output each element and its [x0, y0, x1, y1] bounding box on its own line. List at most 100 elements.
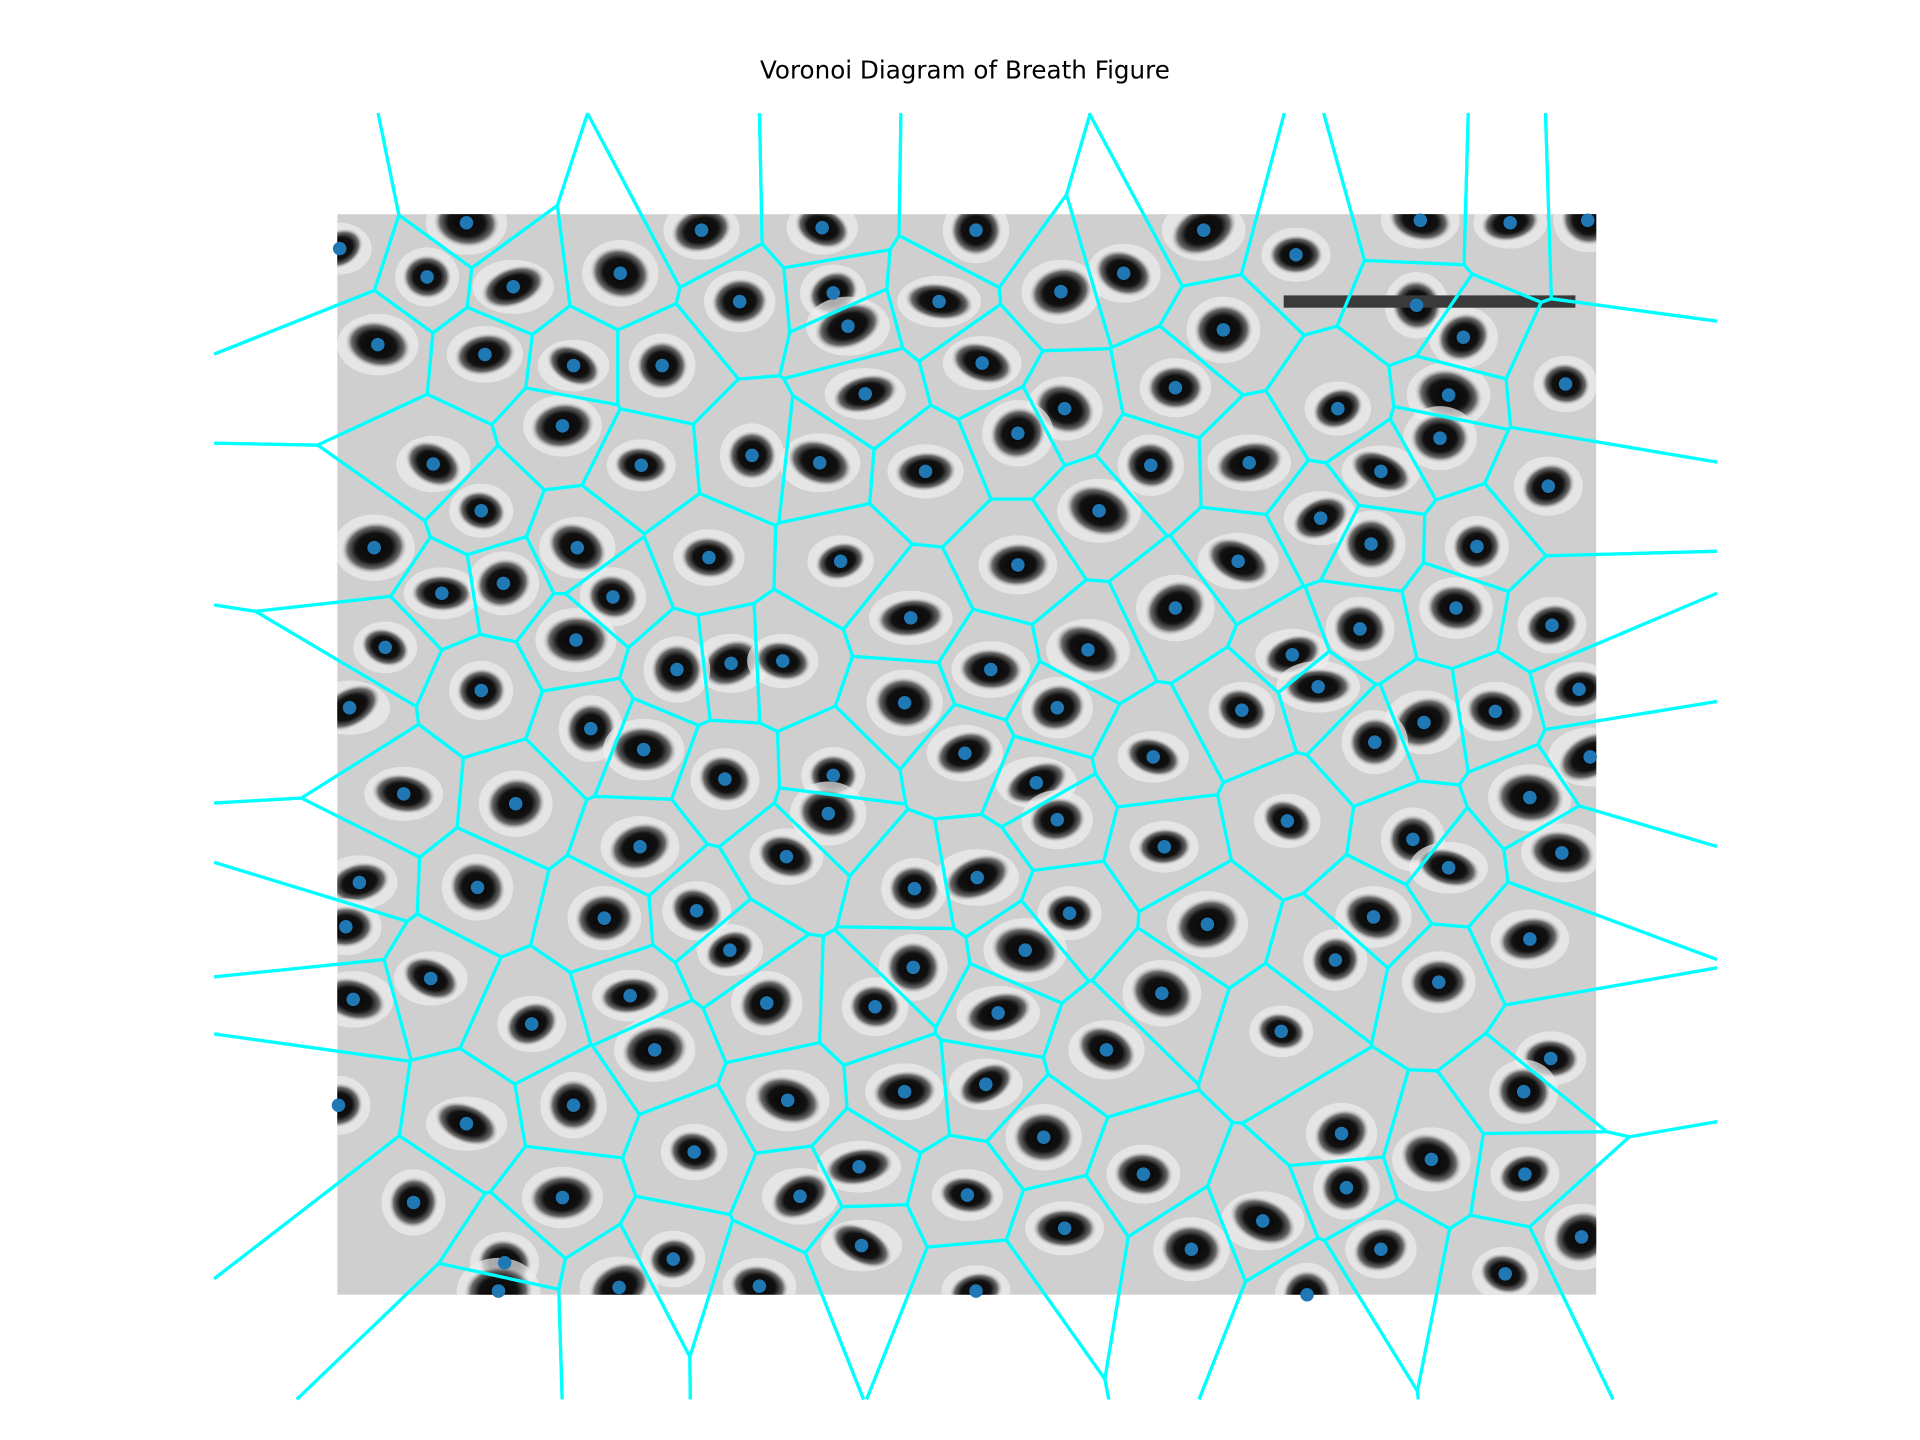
seed-point	[1334, 1126, 1349, 1141]
seed-point	[1331, 401, 1345, 416]
voronoi-cell	[833, 654, 957, 771]
seed-point	[1541, 479, 1556, 493]
seed-point	[497, 1256, 512, 1270]
seed-point	[1409, 298, 1424, 312]
seed-point	[1057, 1221, 1072, 1236]
voronoi-cell	[1090, 926, 1231, 1086]
voronoi-cell	[772, 502, 914, 631]
voronoi-cell	[524, 304, 620, 407]
seed-point	[346, 992, 360, 1007]
seed-point	[780, 1093, 795, 1108]
seed-point	[406, 1195, 421, 1210]
seed-point	[694, 223, 709, 237]
seed-point	[1029, 776, 1044, 790]
seed-point	[979, 1077, 993, 1092]
seed-point	[1144, 458, 1158, 472]
seed-point	[1062, 906, 1077, 920]
seed-point	[991, 1006, 1005, 1020]
voronoi-cell	[939, 1038, 1050, 1143]
seed-point	[723, 943, 737, 957]
seed-point	[752, 1279, 767, 1293]
seed-point	[1488, 704, 1503, 719]
seed-point	[958, 746, 972, 760]
seed-point	[1558, 377, 1573, 391]
voronoi-cell	[1345, 779, 1469, 887]
seed-point	[506, 280, 520, 294]
seed-point	[570, 540, 584, 555]
seed-point	[555, 419, 570, 433]
seed-point	[524, 1017, 539, 1031]
seed-point	[1368, 735, 1382, 749]
seed-point	[1274, 1024, 1288, 1039]
seed-point	[868, 1000, 882, 1014]
voronoi-cell	[1276, 649, 1377, 757]
seed-point	[1328, 953, 1343, 967]
seed-point	[687, 1145, 701, 1159]
voronoi-edges	[213, 112, 1718, 1401]
seed-point	[396, 787, 411, 801]
seed-point	[1545, 618, 1559, 632]
seed-point	[1364, 537, 1378, 551]
seed-point	[826, 768, 840, 783]
seed-point	[1523, 932, 1537, 946]
seed-point	[970, 870, 984, 885]
seed-point	[1353, 622, 1367, 636]
seed-point	[459, 216, 474, 230]
seed-point	[1099, 1043, 1114, 1057]
seed-point	[821, 806, 836, 821]
seed-point	[689, 904, 704, 918]
seed-point	[793, 1189, 807, 1204]
seed-point	[1413, 213, 1428, 228]
seed-point	[331, 1098, 346, 1112]
seed-point	[1050, 812, 1064, 827]
seed-point	[1580, 213, 1595, 228]
voronoi-cell	[979, 734, 1098, 829]
seed-point	[623, 988, 637, 1003]
seed-point	[424, 971, 438, 986]
seed-point	[1081, 643, 1095, 657]
seed-point	[1523, 790, 1537, 805]
seed-point	[655, 358, 669, 373]
seed-point	[1432, 975, 1446, 989]
seed-point	[776, 654, 790, 668]
seed-point	[420, 270, 434, 284]
seed-point	[969, 1284, 983, 1298]
seed-point	[969, 223, 983, 237]
seed-point	[1092, 504, 1106, 518]
voronoi-cell	[1421, 481, 1548, 594]
seed-point	[1374, 464, 1388, 479]
seed-point	[633, 840, 647, 854]
seed-point	[897, 1084, 912, 1099]
seed-point	[1555, 846, 1569, 860]
seed-point	[1168, 380, 1183, 395]
seed-point	[566, 358, 581, 373]
seed-point	[833, 554, 848, 568]
seed-point	[815, 220, 829, 235]
seed-point	[606, 590, 620, 604]
voronoi-cell	[1388, 404, 1511, 502]
seed-point	[1285, 648, 1300, 662]
seed-point	[1196, 223, 1211, 237]
seed-point	[613, 266, 628, 280]
seed-point	[342, 700, 357, 715]
voronoi-cell	[1102, 793, 1233, 913]
voronoi-cell	[1064, 113, 1184, 350]
seed-point	[371, 337, 385, 352]
seed-point	[702, 550, 716, 565]
seed-point	[1374, 1242, 1388, 1256]
seed-point	[478, 347, 492, 362]
seed-point	[1583, 750, 1597, 764]
seed-point	[745, 448, 759, 463]
seed-point	[1498, 1267, 1512, 1281]
seed-point	[1366, 910, 1381, 924]
seed-point	[634, 458, 648, 472]
seed-point	[474, 683, 488, 698]
seed-point	[1216, 323, 1231, 337]
voronoi-cell	[1387, 354, 1513, 432]
voronoi-cell	[1197, 1236, 1420, 1400]
seed-point	[1036, 1130, 1051, 1144]
seed-point	[1433, 431, 1447, 445]
seed-point	[1256, 1214, 1270, 1228]
seed-point	[496, 576, 511, 591]
